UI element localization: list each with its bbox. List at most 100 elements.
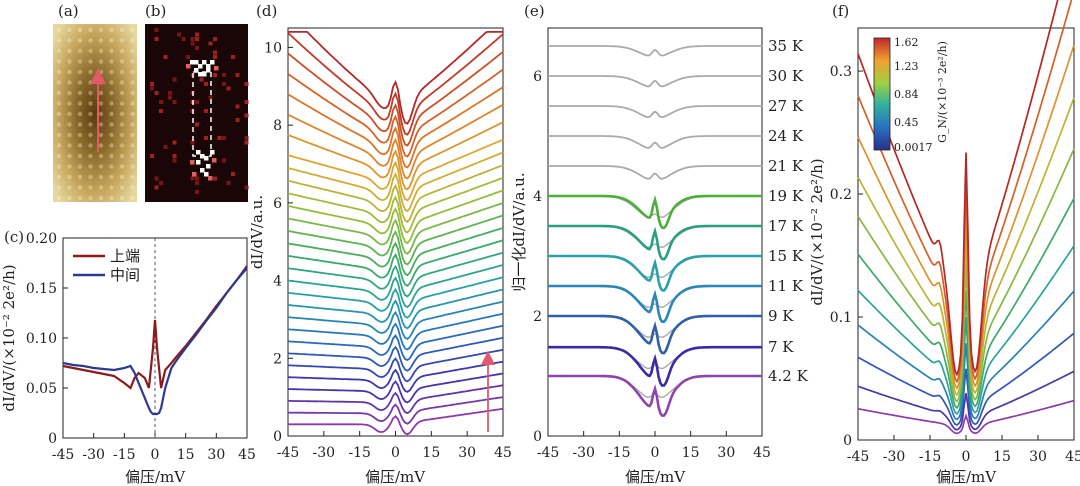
map-pixel <box>244 100 249 104</box>
map-pixel <box>195 46 199 50</box>
map-pixel <box>213 176 217 181</box>
panel-d-ticks: -45 -30 -15 0 15 30 45 0 2 4 6 8 10 <box>264 40 512 461</box>
panel-e-spectrum <box>548 345 762 387</box>
map-pixel <box>195 122 199 127</box>
lattice-atom <box>77 122 83 127</box>
lattice-atom <box>98 59 104 64</box>
lattice-atom <box>77 27 83 33</box>
panel-c-legend: 上端 中间 <box>73 247 140 284</box>
map-pixel <box>163 145 168 149</box>
map-pixel <box>195 181 199 185</box>
panel-e-spectrum <box>548 135 762 149</box>
panel-d-spectrum <box>287 151 504 213</box>
lattice-atom <box>88 101 93 106</box>
stm-topography-image <box>53 24 137 202</box>
lattice-atom <box>88 80 93 85</box>
panel-d-xtick-label: 45 <box>494 445 512 461</box>
lattice-atom <box>130 164 135 169</box>
map-pixel <box>195 190 199 194</box>
lattice-atom <box>88 48 93 54</box>
map-pixel-red <box>190 160 195 165</box>
panel-f-spectrum <box>857 332 1075 426</box>
panel-d: (d) -45 -30 -15 0 15 30 45 0 2 4 6 8 10 偏压/mV dI/dV/… <box>248 2 512 486</box>
lattice-atom <box>56 111 62 117</box>
lattice-atom <box>77 174 83 180</box>
lattice-atom <box>109 111 114 117</box>
panel-e: (e) -45 -30 -15 0 15 30 45 0 2 4 6 4.2 K 7 K 9 K 11 K… <box>510 2 809 486</box>
panel-f-spectrum <box>857 245 1075 415</box>
panel-e-spectrum <box>548 45 762 57</box>
panel-e-xtick-label: -45 <box>537 445 560 461</box>
lattice-atom <box>109 90 114 96</box>
panel-d-xtick-label: 15 <box>422 445 440 461</box>
panel-f-spectrum <box>857 399 1075 435</box>
lattice-atom <box>130 174 135 180</box>
lattice-atom <box>98 185 104 190</box>
panel-e-xtick-label: -15 <box>608 445 631 461</box>
lattice-atom <box>130 69 135 75</box>
lattice-atom <box>109 27 114 33</box>
map-pixel <box>172 100 177 104</box>
panel-f-xtick-label: 45 <box>1065 449 1080 465</box>
panel-d-spectrum <box>288 407 504 436</box>
panel-f-xtick-label: -15 <box>919 449 942 465</box>
lattice-atom <box>98 80 104 85</box>
panel-d-spectrum <box>287 121 504 191</box>
map-pixel <box>190 176 195 181</box>
temperature-label: 21 K <box>768 157 804 175</box>
map-pixel <box>172 158 177 163</box>
map-pixel <box>190 37 195 41</box>
map-pixel <box>222 158 226 163</box>
lattice-atom <box>98 164 104 169</box>
temperature-label: 7 K <box>768 338 794 356</box>
map-pixel <box>150 154 154 158</box>
lattice-atom <box>109 185 114 190</box>
panel-c-ylabel: dI/dV/(×10⁻² 2e²/h) <box>0 264 18 411</box>
lattice-atom <box>56 174 62 180</box>
lattice-atom <box>119 122 125 127</box>
lattice-atom <box>67 27 72 33</box>
map-pixel <box>204 82 208 86</box>
panel-e-ytick-label: 0 <box>533 429 542 445</box>
panel-e-series <box>548 45 762 417</box>
lattice-atom <box>98 132 104 138</box>
panel-d-spectrum <box>287 51 504 147</box>
map-pixel <box>244 185 249 190</box>
lattice-atom <box>130 27 135 33</box>
lattice-atom <box>130 80 135 85</box>
map-pixel-bright <box>210 60 215 65</box>
map-pixel <box>168 95 172 100</box>
panel-c-series-upper <box>62 265 248 390</box>
panel-d-spectrum <box>287 312 504 351</box>
panel-d-xlabel: 偏压/mV <box>365 468 426 486</box>
lattice-atom <box>56 27 62 33</box>
panel-d-xtick-label: 30 <box>458 445 476 461</box>
panel-f-xlabel: 偏压/mV <box>936 468 997 486</box>
panel-c-xtick-label: -45 <box>52 447 75 463</box>
lattice-atom <box>88 59 93 64</box>
panel-f-spectrum <box>857 290 1075 421</box>
panel-d-spectrum <box>287 86 504 169</box>
map-pixel <box>244 82 249 86</box>
panel-d-spectrum <box>287 164 504 223</box>
lattice-atom <box>130 132 135 138</box>
panel-d-ytick-label: 10 <box>264 40 282 56</box>
lattice-atom <box>109 164 114 169</box>
panel-d-spectrum <box>287 32 504 136</box>
colorbar-tick: 0.84 <box>894 88 919 101</box>
panel-d-ylabel: dI/dV/a.u. <box>248 195 266 269</box>
panel-d-spectrum <box>287 300 504 340</box>
map-pixel <box>222 82 226 86</box>
lattice-atom <box>119 153 125 159</box>
map-pixel <box>213 37 217 41</box>
map-pixel-bright <box>202 60 207 65</box>
panel-e-spectrum <box>548 224 762 261</box>
map-pixel-bright <box>206 64 211 69</box>
panel-f-spectrum <box>857 148 1075 403</box>
map-pixel <box>235 73 240 77</box>
panel-b-label: (b) <box>145 2 166 20</box>
map-pixel <box>213 73 217 77</box>
temperature-label: 9 K <box>768 307 794 325</box>
lattice-atom <box>88 132 93 138</box>
lattice-atom <box>77 111 83 117</box>
